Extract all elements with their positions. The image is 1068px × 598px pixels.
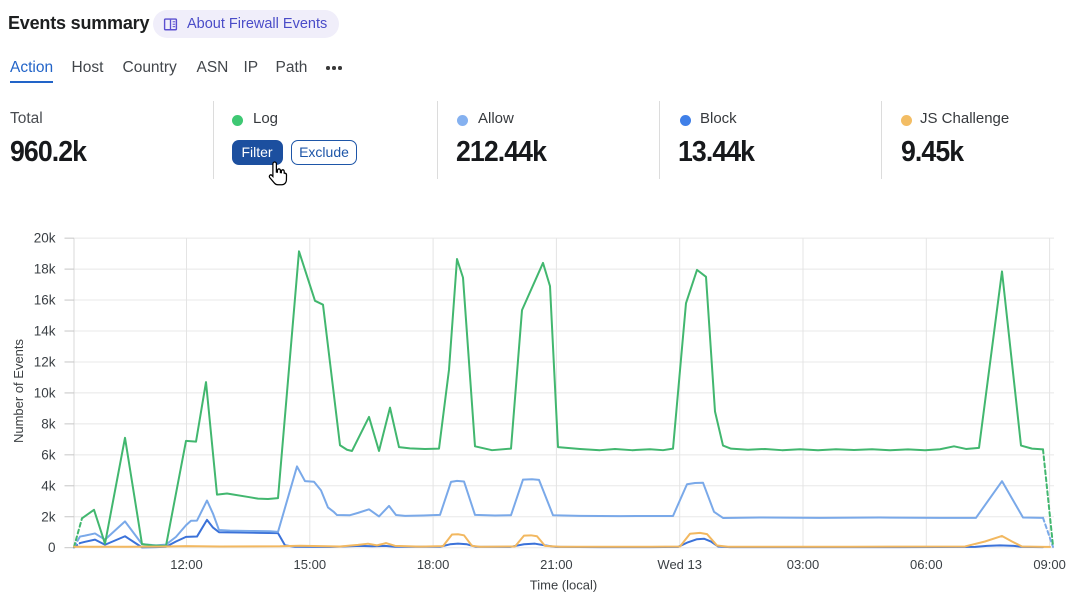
svg-text:15:00: 15:00 xyxy=(294,557,327,572)
svg-text:18k: 18k xyxy=(34,262,56,277)
svg-text:6k: 6k xyxy=(41,447,56,462)
svg-text:Number of Events: Number of Events xyxy=(11,338,26,443)
svg-text:Wed 13: Wed 13 xyxy=(657,557,702,572)
svg-text:14k: 14k xyxy=(34,324,56,339)
svg-text:2k: 2k xyxy=(41,509,56,524)
svg-text:8k: 8k xyxy=(41,416,56,431)
svg-text:12:00: 12:00 xyxy=(170,557,203,572)
svg-text:Time (local): Time (local) xyxy=(530,578,597,593)
svg-text:18:00: 18:00 xyxy=(417,557,450,572)
svg-text:0: 0 xyxy=(48,540,56,555)
svg-text:21:00: 21:00 xyxy=(540,557,573,572)
svg-text:06:00: 06:00 xyxy=(910,557,943,572)
svg-text:20k: 20k xyxy=(34,231,56,246)
svg-text:4k: 4k xyxy=(41,478,56,493)
svg-text:12k: 12k xyxy=(34,354,56,369)
svg-text:09:00: 09:00 xyxy=(1033,557,1066,572)
svg-text:16k: 16k xyxy=(34,293,56,308)
svg-text:10k: 10k xyxy=(34,385,56,400)
svg-text:03:00: 03:00 xyxy=(787,557,820,572)
